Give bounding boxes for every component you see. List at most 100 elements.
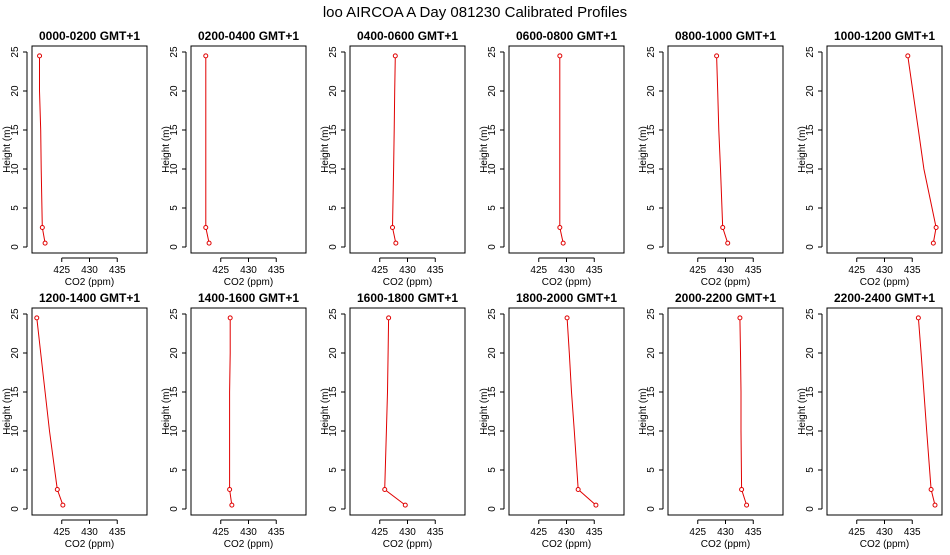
y-axis-label: Height (m) [2, 126, 13, 173]
series-line [205, 55, 210, 244]
y-axis-label: Height (m) [479, 388, 490, 435]
data-point [739, 487, 745, 492]
series-line [907, 55, 937, 244]
data-point [382, 487, 388, 492]
y-tick-label: 15 [10, 124, 21, 136]
series-line [716, 55, 729, 244]
y-tick-label: 20 [487, 85, 498, 97]
data-point [402, 502, 408, 508]
x-tick-label: 435 [427, 265, 444, 276]
series-line [566, 317, 597, 506]
y-tick-label: 10 [328, 163, 339, 175]
series-line [229, 317, 233, 506]
x-tick-label: 425 [371, 265, 388, 276]
y-tick-label: 0 [805, 244, 816, 250]
x-axis-label: CO2 (ppm) [701, 539, 750, 550]
y-tick-label: 5 [10, 467, 21, 473]
x-tick-label: 430 [81, 527, 98, 538]
y-tick-label: 20 [10, 347, 21, 359]
x-tick-label: 430 [876, 527, 893, 538]
x-tick-label: 435 [586, 265, 603, 276]
y-tick-label: 10 [169, 163, 180, 175]
y-tick-label: 15 [169, 386, 180, 398]
data-point [42, 240, 48, 246]
y-axis-label: Height (m) [2, 388, 13, 435]
y-tick-label: 20 [169, 85, 180, 97]
x-tick-label: 430 [81, 265, 98, 276]
plot-frame [826, 45, 943, 254]
y-tick-label: 20 [328, 85, 339, 97]
data-point [725, 240, 731, 246]
data-point [203, 225, 209, 230]
y-tick-label: 15 [169, 124, 180, 136]
series-line [559, 55, 564, 244]
y-tick-label: 20 [805, 85, 816, 97]
x-tick-label: 430 [399, 265, 416, 276]
y-tick-label: 25 [10, 46, 21, 58]
x-tick-label: 425 [848, 265, 865, 276]
data-point [390, 225, 396, 230]
panel-title: 1000-1200 GMT+1 [834, 29, 935, 43]
y-tick-label: 25 [169, 308, 180, 320]
data-point [54, 487, 60, 492]
x-tick-label: 435 [904, 265, 921, 276]
y-tick-label: 20 [169, 347, 180, 359]
y-tick-label: 20 [328, 347, 339, 359]
data-point [915, 315, 921, 321]
y-tick-label: 15 [10, 386, 21, 398]
panel-title: 0200-0400 GMT+1 [198, 29, 299, 43]
x-tick-label: 430 [717, 265, 734, 276]
data-point [557, 225, 563, 230]
x-tick-label: 430 [240, 527, 257, 538]
data-point [34, 315, 40, 321]
data-point [227, 487, 233, 492]
data-point [227, 315, 233, 321]
series-line [917, 317, 936, 506]
x-tick-label: 430 [558, 265, 575, 276]
plot-frame [826, 307, 943, 516]
y-axis-label: Height (m) [161, 126, 172, 173]
y-tick-label: 0 [10, 506, 21, 512]
y-tick-label: 10 [328, 425, 339, 437]
series-line [739, 317, 748, 506]
y-axis-label: Height (m) [320, 388, 331, 435]
y-tick-label: 25 [487, 46, 498, 58]
x-axis-label: CO2 (ppm) [383, 277, 432, 288]
x-tick-label: 435 [745, 527, 762, 538]
y-tick-label: 20 [10, 85, 21, 97]
data-point [714, 53, 720, 59]
data-point [737, 315, 743, 321]
y-axis-label: Height (m) [320, 126, 331, 173]
x-axis-label: CO2 (ppm) [65, 539, 114, 550]
y-tick-label: 15 [487, 124, 498, 136]
x-tick-label: 425 [212, 265, 229, 276]
y-tick-label: 0 [487, 244, 498, 250]
y-tick-label: 5 [805, 467, 816, 473]
y-tick-label: 5 [328, 205, 339, 211]
y-tick-label: 25 [487, 308, 498, 320]
y-tick-label: 10 [10, 425, 21, 437]
x-axis-label: CO2 (ppm) [65, 277, 114, 288]
panel-title: 1600-1800 GMT+1 [357, 291, 458, 305]
plot-frame [31, 45, 148, 254]
data-point [386, 315, 392, 321]
panel-title: 0000-0200 GMT+1 [39, 29, 140, 43]
data-point [744, 502, 750, 508]
y-tick-label: 25 [328, 308, 339, 320]
x-tick-label: 435 [745, 265, 762, 276]
y-tick-label: 25 [646, 46, 657, 58]
data-point [905, 53, 911, 59]
x-tick-label: 425 [530, 527, 547, 538]
y-tick-label: 15 [328, 386, 339, 398]
data-point [560, 240, 566, 246]
data-point [575, 487, 581, 492]
y-tick-label: 15 [805, 124, 816, 136]
x-axis-label: CO2 (ppm) [224, 277, 273, 288]
y-axis-label: Height (m) [638, 388, 649, 435]
